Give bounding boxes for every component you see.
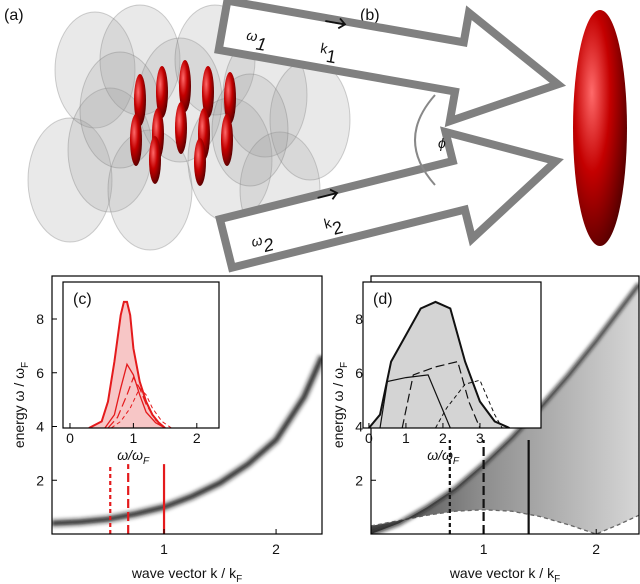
- subscript: 2: [330, 217, 345, 239]
- marks: [371, 282, 639, 534]
- vector-arrow: [325, 17, 347, 30]
- panel-label: (c): [73, 291, 92, 308]
- y-tick-label: 4: [355, 419, 363, 435]
- beam-label: k1: [318, 40, 339, 68]
- beam-label: ω2: [249, 229, 275, 258]
- axis-label: ω/ωF: [427, 447, 460, 467]
- vector-arrow: [317, 188, 339, 200]
- beam-label: ω1: [244, 27, 269, 55]
- x-tick-label: 1: [402, 430, 410, 446]
- panel-label: (d): [373, 291, 393, 308]
- curve: [107, 376, 166, 428]
- x-tick-label: 2: [592, 541, 600, 557]
- atoms: [130, 60, 236, 186]
- marks: [88, 300, 172, 428]
- label-sub: F: [339, 362, 350, 368]
- curve: [435, 379, 503, 428]
- axis-label: energy ω / ωF: [330, 362, 350, 448]
- curve: [52, 355, 322, 525]
- lower-edge: [371, 509, 639, 534]
- y-tick-label: 4: [36, 419, 44, 435]
- y-tick-label: 2: [36, 472, 44, 488]
- curve: [401, 360, 481, 428]
- panel-label: (a): [4, 7, 24, 24]
- x-tick-label: 2: [439, 430, 447, 446]
- y-tick-label: 8: [355, 311, 363, 327]
- subscript: 2: [260, 234, 276, 256]
- marks: [368, 300, 510, 428]
- label-sub: F: [453, 456, 460, 467]
- x-tick-label: 1: [129, 430, 137, 446]
- k: k: [319, 40, 330, 57]
- label-sub: F: [554, 574, 560, 584]
- axis-label: wave vector k / kF: [131, 565, 242, 584]
- axis-label: wave vector k / kF: [449, 565, 560, 584]
- label-main: energy ω / ω: [11, 368, 27, 448]
- label-main: energy ω / ω: [330, 368, 346, 448]
- y-tick-label: 6: [355, 365, 363, 381]
- panel-label: (b): [360, 7, 380, 24]
- omega: ω: [249, 232, 264, 250]
- curve: [371, 283, 639, 534]
- y-tick-label: 6: [36, 365, 44, 381]
- curve: [379, 374, 451, 428]
- continuum: [371, 284, 639, 534]
- label-main: ω/ω: [427, 447, 453, 463]
- subscript: 1: [255, 33, 268, 54]
- angle-label: ϕ: [438, 135, 446, 151]
- axis-label: ω/ωF: [117, 447, 150, 467]
- label-sub: F: [143, 456, 150, 467]
- marks: [52, 354, 322, 534]
- label-sub: F: [20, 362, 31, 368]
- x-tick-label: 2: [193, 430, 201, 446]
- angle-arc: [414, 94, 436, 186]
- label-main: ω/ω: [117, 447, 143, 463]
- label-main: wave vector k / k: [449, 565, 555, 581]
- beam-arrow-1: ω1 k1: [214, 0, 567, 128]
- y-tick-label: 2: [355, 472, 363, 488]
- k: k: [322, 214, 334, 231]
- x-tick-label: 1: [160, 541, 168, 557]
- plot-frame: [62, 281, 220, 429]
- x-tick-label: 0: [66, 430, 74, 446]
- subscript: 1: [325, 46, 338, 67]
- inset: 0 1 2 ω/ωF: [62, 281, 220, 467]
- beam-arrow-2: ω2 k2: [215, 126, 564, 273]
- axis-label: energy ω / ωF: [11, 362, 31, 448]
- label-sub: F: [236, 574, 242, 584]
- inset: 0 1 2 3 ω/ωF: [362, 281, 542, 467]
- x-tick-label: 2: [272, 541, 280, 557]
- beam-label: k2: [322, 212, 345, 240]
- plot-frame: [51, 275, 323, 535]
- x-tick-label: 0: [365, 430, 373, 446]
- plot-frame: [362, 281, 542, 429]
- curve: [104, 362, 166, 428]
- x-tick-label: 1: [480, 541, 488, 557]
- curve: [110, 387, 172, 428]
- omega: ω: [245, 27, 259, 45]
- area: [368, 301, 510, 428]
- curve: [368, 300, 510, 428]
- y-tick-label: 8: [36, 311, 44, 327]
- label-main: wave vector k / k: [131, 565, 237, 581]
- x-tick-label: 3: [476, 430, 484, 446]
- atom: [573, 10, 627, 246]
